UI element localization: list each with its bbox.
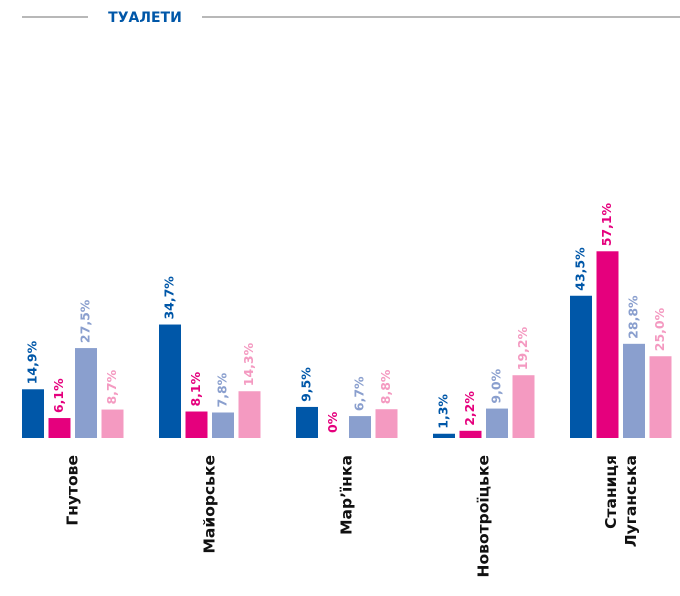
data-label: 19,2% (515, 326, 530, 370)
data-label: 6,7% (352, 376, 367, 411)
bar (101, 409, 124, 438)
data-label: 8,8% (378, 369, 393, 404)
data-label: 27,5% (78, 299, 93, 343)
data-label: 0% (325, 411, 340, 433)
x-tick-label: Майорське (200, 455, 218, 554)
x-tick-label: Гнутове (63, 455, 81, 526)
bar (375, 409, 398, 438)
bar (596, 251, 619, 438)
data-label: 9,0% (489, 368, 504, 403)
bar (433, 433, 455, 438)
bar (238, 391, 261, 438)
x-tick-label: Новотроїцьке (474, 455, 492, 577)
bar (296, 406, 318, 438)
bar (570, 295, 592, 438)
bar (623, 343, 645, 438)
data-label: 14,9% (25, 340, 40, 384)
data-label: 28,8% (626, 295, 641, 339)
bar (486, 408, 508, 438)
x-tick-label: Мар’їнка (337, 455, 355, 535)
data-label: 57,1% (599, 202, 614, 246)
data-label: 25,0% (652, 307, 667, 351)
bar (212, 412, 234, 438)
data-label: 14,3% (241, 342, 256, 386)
bar (22, 389, 44, 438)
bar (185, 411, 208, 438)
data-label: 6,1% (51, 378, 66, 413)
data-label: 43,5% (573, 247, 588, 291)
data-label: 9,5% (299, 367, 314, 402)
bar (349, 416, 371, 438)
data-label: 8,1% (188, 371, 203, 406)
data-label: 8,7% (104, 369, 119, 404)
data-label: 1,3% (436, 394, 451, 429)
data-label: 7,8% (215, 372, 230, 407)
bar (512, 375, 535, 438)
bar (159, 324, 181, 438)
chart-title: ТУАЛЕТИ (108, 10, 182, 26)
bar (649, 356, 672, 438)
data-label: 2,2% (462, 391, 477, 426)
bar (459, 430, 482, 438)
x-tick-label: Станиця Луганська (601, 455, 639, 547)
bar (48, 418, 71, 438)
bar (75, 348, 97, 438)
data-label: 34,7% (162, 276, 177, 320)
